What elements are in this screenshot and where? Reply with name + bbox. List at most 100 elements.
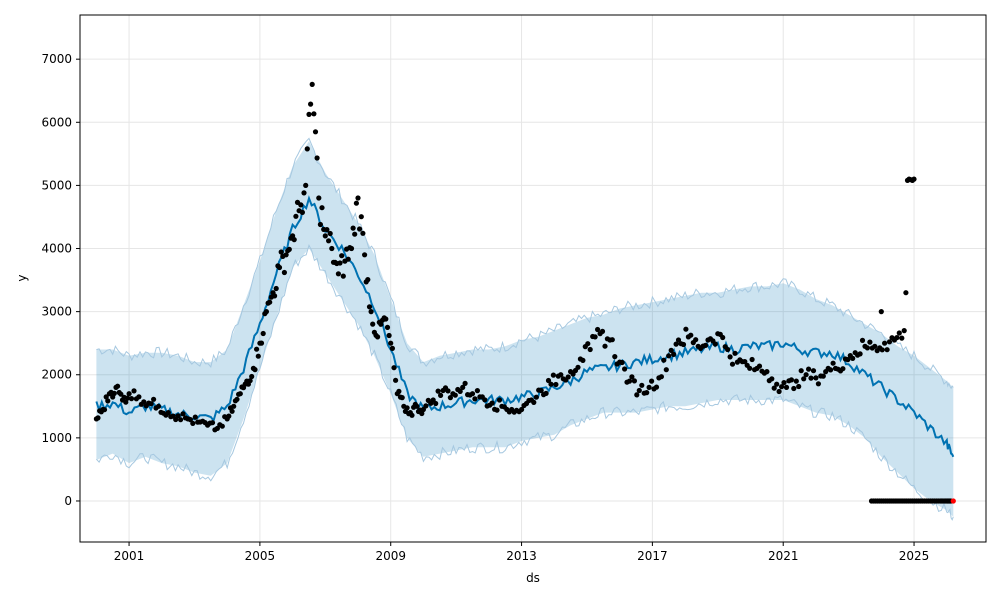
observed-point (702, 342, 709, 348)
observed-point (693, 337, 699, 343)
observed-point (472, 396, 478, 402)
observed-point (360, 230, 366, 236)
observed-point (124, 395, 130, 401)
observed-point (255, 353, 261, 359)
observed-point (237, 391, 243, 397)
x-tick-label: 2001 (114, 549, 145, 563)
observed-point (303, 182, 309, 188)
observed-point (283, 252, 289, 258)
observed-point (798, 368, 804, 374)
observed-point (353, 200, 359, 206)
observed-point (646, 384, 652, 390)
observed-point (882, 340, 888, 346)
observed-point (308, 101, 314, 107)
observed-point (629, 374, 635, 380)
x-tick-label: 2013 (506, 549, 537, 563)
observed-point (828, 367, 834, 373)
observed-point (901, 328, 907, 334)
observed-point (438, 392, 444, 398)
observed-point (165, 410, 171, 416)
observed-point (293, 213, 299, 219)
observed-point (226, 413, 232, 419)
observed-point (409, 412, 415, 418)
observed-point (252, 367, 258, 373)
observed-point (720, 334, 726, 341)
observed-point (482, 397, 488, 403)
observed-point (209, 420, 216, 426)
observed-point (258, 340, 265, 346)
observed-point (585, 341, 591, 347)
observed-point (329, 245, 335, 252)
observed-point (419, 410, 425, 417)
observed-point (324, 227, 330, 233)
observed-point (386, 332, 392, 339)
observed-point (445, 388, 451, 394)
observed-point (636, 387, 642, 394)
observed-point (788, 377, 795, 383)
observed-point (339, 253, 345, 259)
observed-point (414, 403, 420, 409)
observed-point (808, 375, 814, 381)
observed-point (903, 290, 909, 296)
observed-point (433, 400, 439, 407)
observed-point (806, 366, 812, 372)
interval-upper-edge (96, 137, 954, 390)
observed-point (494, 407, 500, 413)
forecast-line (95, 195, 955, 458)
observed-point (575, 364, 581, 370)
observed-point (383, 316, 389, 322)
observed-point (872, 343, 878, 349)
observed-point (460, 384, 466, 390)
observed-point (317, 221, 323, 228)
observed-point (452, 392, 458, 398)
y-tick-label: 2000 (41, 368, 72, 382)
observed-point (357, 226, 363, 232)
observed-point (404, 405, 410, 411)
observed-point (680, 341, 687, 348)
observed-point (123, 399, 129, 405)
observed-point (267, 299, 273, 305)
plot-frame (79, 14, 987, 543)
observed-point (668, 347, 674, 353)
observed-point (399, 395, 405, 401)
observed-point (533, 394, 539, 400)
axis-ticks: 2001 2005 2009 2013 2017 2021 2025 0 1000 2000 300… (41, 52, 929, 563)
observed-point (319, 205, 325, 211)
observed-point (306, 111, 312, 117)
observed-point (126, 391, 132, 397)
observed-point (553, 381, 559, 388)
y-tick-label: 6000 (41, 115, 72, 129)
observed-point (634, 392, 640, 398)
observed-point (599, 328, 606, 334)
observed-point (565, 374, 571, 380)
observed-point (911, 176, 917, 182)
y-tick-label: 3000 (41, 305, 72, 319)
observed-point (840, 366, 846, 372)
observed-point (776, 388, 782, 395)
observed-point (249, 373, 255, 380)
observed-point (365, 277, 371, 283)
observed-point (626, 378, 633, 384)
observed-point (538, 387, 544, 394)
observed-point (619, 359, 625, 366)
observed-point (311, 111, 317, 117)
observed-point (803, 372, 809, 378)
observed-point (272, 293, 278, 299)
observed-point (864, 345, 871, 351)
observed-point (393, 377, 399, 383)
last-observed-point (950, 498, 956, 504)
observed-point (801, 376, 807, 382)
y-tick-label: 5000 (41, 178, 72, 192)
observed-point (388, 340, 394, 346)
observed-point (187, 417, 193, 423)
observed-point (631, 378, 638, 384)
observed-point (314, 155, 320, 161)
observed-point (779, 384, 785, 390)
observed-point (173, 416, 179, 423)
x-tick-label: 2009 (375, 549, 406, 563)
observed-point (489, 400, 495, 406)
observed-point (423, 403, 429, 409)
observed-point (141, 399, 147, 405)
observed-point (815, 381, 822, 387)
observed-point (886, 339, 893, 345)
